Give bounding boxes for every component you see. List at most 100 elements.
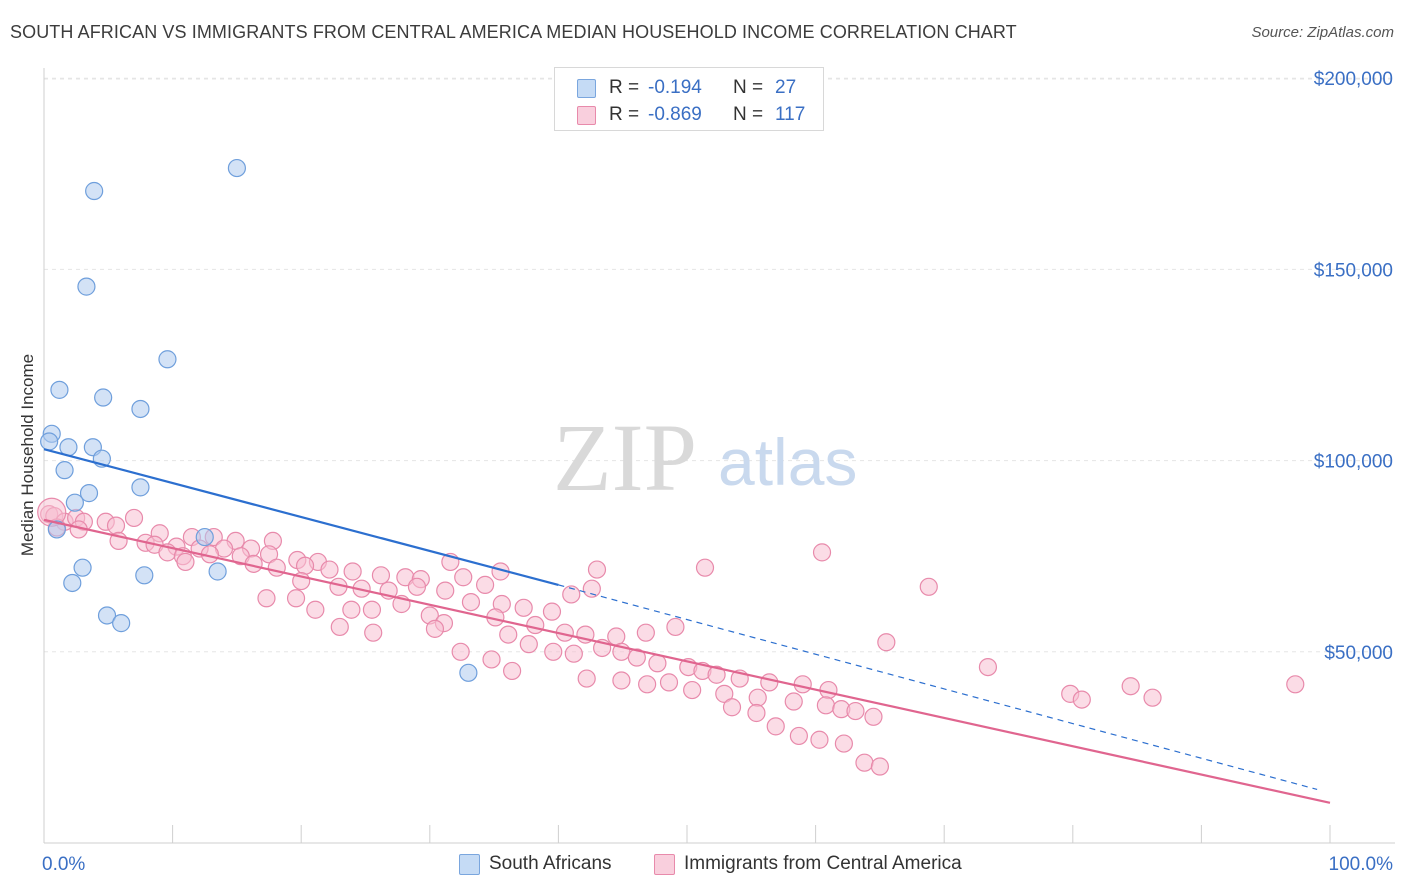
- data-point-central-america: [636, 623, 655, 642]
- data-point-central-america: [499, 625, 518, 644]
- data-point-south-africans: [195, 527, 214, 547]
- trend-line-central-america: [43, 518, 1331, 804]
- data-point-central-america: [343, 562, 362, 581]
- data-point-central-america: [612, 671, 631, 690]
- legend-n-value: 27: [775, 77, 797, 98]
- data-point-central-america: [810, 730, 829, 749]
- data-point-central-america: [503, 661, 522, 681]
- legend-n-value: 117: [775, 104, 806, 125]
- y-tick-label: $100,000: [1314, 452, 1393, 473]
- data-point-central-america: [919, 577, 938, 596]
- data-point-south-africans: [97, 606, 117, 625]
- legend-r-label: R =: [609, 77, 640, 98]
- data-point-south-africans: [47, 520, 66, 539]
- series-central-america-points: [37, 497, 1305, 776]
- bottom-legend-label: Immigrants from Central America: [684, 853, 962, 874]
- data-point-central-america: [707, 665, 726, 684]
- data-point-central-america: [587, 560, 607, 579]
- legend-swatch-blue: [577, 79, 596, 98]
- data-point-central-america: [722, 698, 742, 717]
- data-point-central-america: [784, 692, 803, 711]
- y-tick-labels: $50,000 $100,000 $150,000 $200,000: [1314, 69, 1393, 664]
- data-point-south-africans: [50, 380, 69, 399]
- data-point-south-africans: [55, 461, 74, 480]
- data-point-central-america: [793, 675, 812, 694]
- data-point-south-africans: [135, 566, 154, 585]
- data-point-central-america: [747, 703, 766, 723]
- data-point-south-africans: [112, 614, 131, 633]
- data-point-central-america: [124, 508, 144, 528]
- data-point-south-africans: [158, 350, 177, 369]
- correlation-legend: R = -0.194 N = 27 R = -0.869 N = 117: [554, 67, 824, 131]
- data-point-south-africans: [65, 493, 84, 512]
- data-point-south-africans: [208, 562, 227, 581]
- data-point-central-america: [816, 696, 835, 715]
- data-point-central-america: [577, 669, 596, 688]
- legend-swatch-pink: [577, 106, 596, 125]
- data-point-central-america: [683, 680, 702, 700]
- y-tick-label: $200,000: [1314, 69, 1393, 90]
- data-point-central-america: [257, 589, 276, 608]
- data-point-central-america: [1286, 675, 1305, 694]
- axes: [43, 68, 1395, 844]
- data-point-central-america: [648, 654, 667, 673]
- data-point-central-america: [789, 726, 808, 746]
- data-point-central-america: [475, 575, 495, 594]
- data-point-central-america: [544, 642, 563, 661]
- chart-title: SOUTH AFRICAN VS IMMIGRANTS FROM CENTRAL…: [10, 22, 1017, 42]
- data-point-central-america: [582, 579, 601, 598]
- data-point-central-america: [627, 648, 646, 667]
- data-point-central-america: [306, 600, 325, 619]
- data-point-central-america: [564, 644, 583, 663]
- data-point-central-america: [1143, 688, 1162, 707]
- data-point-central-america: [436, 581, 455, 600]
- data-point-central-america: [362, 600, 382, 619]
- data-point-south-africans: [77, 277, 96, 296]
- data-point-central-america: [482, 650, 501, 669]
- data-point-central-america: [638, 675, 657, 694]
- data-point-central-america: [760, 673, 779, 692]
- data-point-central-america: [1121, 677, 1140, 696]
- data-point-central-america: [766, 717, 785, 736]
- data-point-south-africans: [85, 181, 104, 201]
- data-point-central-america: [607, 627, 626, 646]
- data-point-central-america: [666, 617, 685, 637]
- data-point-central-america: [562, 585, 581, 604]
- data-point-south-africans: [94, 388, 113, 407]
- data-point-central-america: [855, 753, 874, 772]
- data-point-central-america: [176, 552, 195, 572]
- data-point-central-america: [748, 688, 767, 707]
- x-tick-labels: 0.0% 100.0%: [42, 854, 1393, 875]
- data-point-south-africans: [79, 484, 99, 503]
- data-point-south-africans: [40, 432, 59, 451]
- trend-line-south-africans-projection: [558, 584, 1318, 791]
- data-point-central-america: [659, 673, 679, 692]
- data-point-central-america: [451, 642, 470, 661]
- data-point-south-africans: [459, 663, 478, 682]
- data-point-central-america: [371, 566, 391, 585]
- data-point-central-america: [295, 556, 315, 575]
- legend-r-value: -0.194: [648, 77, 702, 98]
- data-point-central-america: [454, 568, 473, 587]
- watermark-zip: ZIP: [553, 404, 697, 511]
- data-point-central-america: [877, 633, 896, 652]
- data-point-central-america: [106, 516, 126, 535]
- trend-line-south-africans: [43, 448, 559, 586]
- data-point-central-america: [320, 560, 339, 579]
- legend-n-label: N =: [733, 104, 764, 125]
- data-point-central-america: [259, 545, 279, 564]
- data-point-central-america: [1072, 690, 1091, 709]
- y-tick-label: $50,000: [1324, 643, 1393, 664]
- data-point-south-africans: [131, 478, 150, 497]
- data-point-central-america: [695, 558, 715, 577]
- data-point-central-america: [461, 592, 481, 612]
- y-tick-label: $150,000: [1314, 260, 1393, 281]
- bottom-legend-swatch-blue: [459, 854, 480, 875]
- data-point-south-africans: [131, 399, 150, 419]
- data-point-central-america: [330, 617, 349, 637]
- data-point-south-africans: [227, 158, 246, 178]
- data-point-central-america: [870, 757, 890, 776]
- series-south-africans-points: [40, 158, 478, 682]
- data-point-central-america: [526, 615, 545, 635]
